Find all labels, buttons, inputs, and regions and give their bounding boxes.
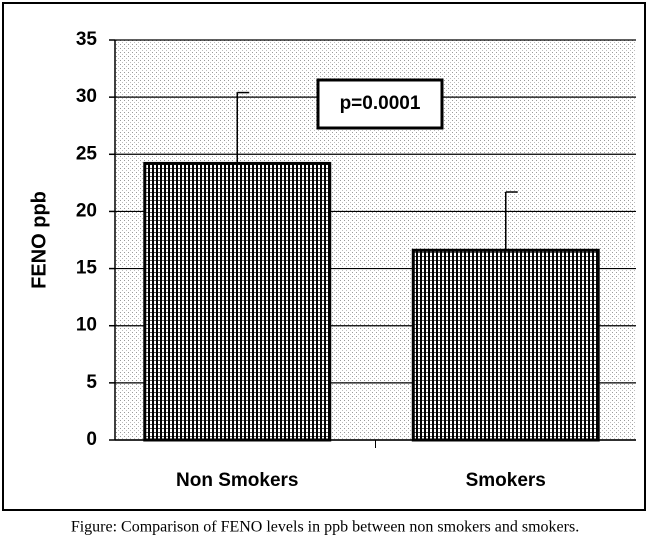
y-tick-label: 10 [76, 315, 97, 336]
frame [2, 2, 646, 511]
y-tick-label: 0 [86, 429, 97, 450]
x-tick-label: Smokers [466, 470, 546, 491]
y-axis-label: FENO ppb [28, 191, 50, 289]
y-tick-label: 15 [76, 258, 98, 279]
x-tick-label: Non Smokers [176, 470, 298, 491]
caption: Figure: Comparison of FENO levels in ppb… [71, 519, 579, 536]
y-tick-label: 20 [76, 200, 97, 221]
y-tick-label: 30 [76, 86, 97, 107]
y-tick-label: 5 [86, 372, 97, 393]
annotation-box [316, 78, 444, 130]
y-tick-label: 35 [76, 29, 98, 50]
bar [411, 248, 600, 442]
y-tick-label: 25 [76, 143, 98, 164]
annotation: p=0.0001 [340, 93, 421, 114]
bar [143, 161, 332, 442]
